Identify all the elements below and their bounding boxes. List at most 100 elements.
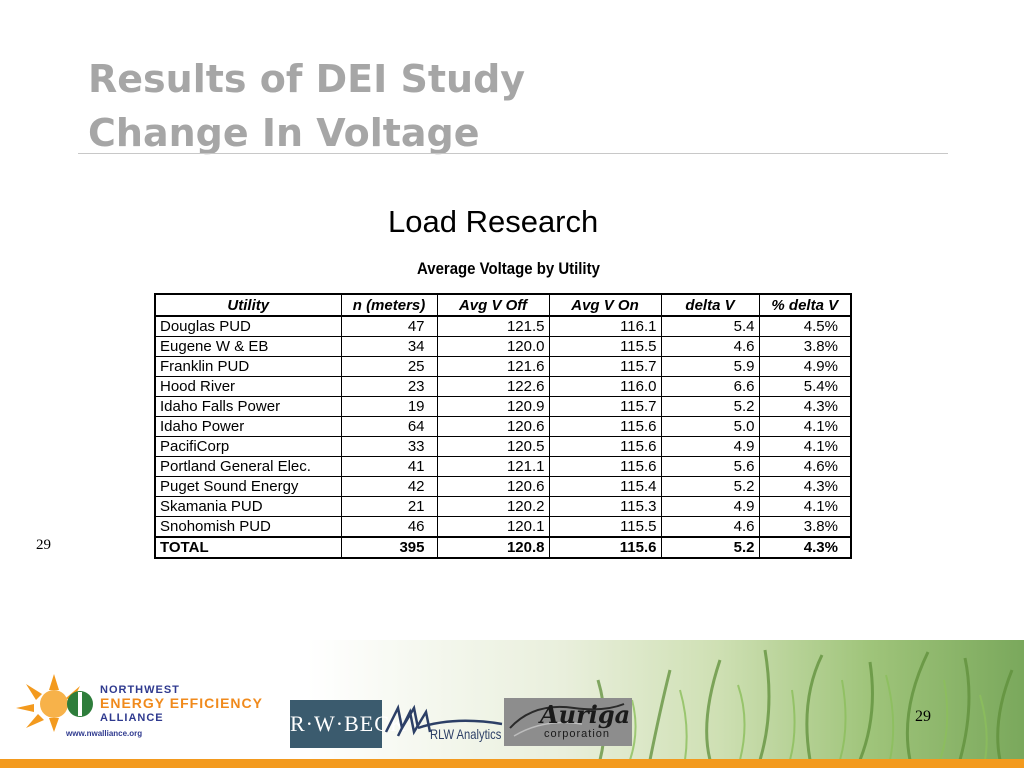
- value-cell: 4.9: [661, 436, 760, 457]
- value-cell: 4.6%: [759, 456, 852, 477]
- table-row: Douglas PUD 47 121.5 116.1 5.4 4.5%: [155, 316, 852, 337]
- value-cell: 4.1%: [759, 436, 852, 457]
- table-row: Eugene W & EB 34 120.0 115.5 4.6 3.8%: [155, 336, 852, 357]
- value-cell: 115.7: [549, 396, 662, 417]
- rlw-analytics-logo-icon: [384, 704, 503, 737]
- utility-cell: PacifiCorp: [155, 436, 342, 457]
- value-cell: 4.5%: [759, 316, 852, 337]
- value-cell: 4.9%: [759, 356, 852, 377]
- utility-cell: TOTAL: [155, 536, 342, 559]
- slide-title: Results of DEI Study Change In Voltage: [88, 52, 525, 160]
- value-cell: 115.6: [549, 536, 662, 559]
- value-cell: 33: [341, 436, 438, 457]
- value-cell: 115.7: [549, 356, 662, 377]
- value-cell: 121.6: [437, 356, 550, 377]
- table-row: Franklin PUD 25 121.6 115.7 5.9 4.9%: [155, 356, 852, 377]
- value-cell: 41: [341, 456, 438, 477]
- table-header-row: Utility n (meters) Avg V Off Avg V On de…: [155, 294, 852, 317]
- neea-line-3: ALLIANCE: [100, 712, 164, 724]
- value-cell: 120.9: [437, 396, 550, 417]
- table-row: Skamania PUD 21 120.2 115.3 4.9 4.1%: [155, 496, 852, 517]
- side-slide-number: 29: [36, 537, 51, 553]
- value-cell: 3.8%: [759, 336, 852, 357]
- utility-cell: Portland General Elec.: [155, 456, 342, 477]
- value-cell: 6.6: [661, 376, 760, 397]
- value-cell: 120.2: [437, 496, 550, 517]
- utility-cell: Douglas PUD: [155, 316, 342, 337]
- value-cell: 120.0: [437, 336, 550, 357]
- title-line-2: Change In Voltage: [88, 111, 480, 155]
- column-header: Avg V On: [549, 294, 662, 317]
- column-header: % delta V: [759, 294, 852, 317]
- value-cell: 4.6: [661, 336, 760, 357]
- value-cell: 47: [341, 316, 438, 337]
- auriga-logo: Auriga corporation: [504, 698, 632, 746]
- value-cell: 4.9: [661, 496, 760, 517]
- value-cell: 115.6: [549, 456, 662, 477]
- value-cell: 34: [341, 336, 438, 357]
- neea-url: www.nwalliance.org: [66, 729, 143, 738]
- column-header: Avg V Off: [437, 294, 550, 317]
- utility-cell: Idaho Power: [155, 416, 342, 437]
- slide-subtitle: Load Research: [388, 204, 599, 239]
- value-cell: 5.4%: [759, 376, 852, 397]
- grass-image: [596, 649, 1014, 760]
- value-cell: 115.5: [549, 516, 662, 538]
- utility-cell: Idaho Falls Power: [155, 396, 342, 417]
- value-cell: 115.5: [549, 336, 662, 357]
- utility-cell: Snohomish PUD: [155, 516, 342, 538]
- value-cell: 19: [341, 396, 438, 417]
- value-cell: 5.2: [661, 536, 760, 559]
- table-caption: Average Voltage by Utility: [417, 259, 600, 278]
- table-row: Snohomish PUD 46 120.1 115.5 4.6 3.8%: [155, 516, 852, 538]
- rwbeck-logo: R·W·BECK: [290, 700, 406, 748]
- total-row: TOTAL 395 120.8 115.6 5.2 4.3%: [155, 536, 852, 559]
- column-header: Utility: [155, 294, 342, 317]
- value-cell: 116.1: [549, 316, 662, 337]
- value-cell: 23: [341, 376, 438, 397]
- value-cell: 5.2: [661, 476, 760, 497]
- auriga-corporation: corporation: [544, 728, 611, 740]
- value-cell: 120.1: [437, 516, 550, 538]
- title-line-1: Results of DEI Study: [88, 57, 526, 101]
- utility-cell: Franklin PUD: [155, 356, 342, 377]
- utility-cell: Puget Sound Energy: [155, 476, 342, 497]
- value-cell: 21: [341, 496, 438, 517]
- value-cell: 42: [341, 476, 438, 497]
- column-header: delta V: [661, 294, 760, 317]
- value-cell: 122.6: [437, 376, 550, 397]
- utility-cell: Skamania PUD: [155, 496, 342, 517]
- value-cell: 115.3: [549, 496, 662, 517]
- page-number: 29: [915, 708, 931, 725]
- utility-cell: Eugene W & EB: [155, 336, 342, 357]
- value-cell: 115.6: [549, 436, 662, 457]
- value-cell: 120.5: [437, 436, 550, 457]
- value-cell: 120.8: [437, 536, 550, 559]
- table-body: Douglas PUD 47 121.5 116.1 5.4 4.5% Eugene W &…: [155, 316, 852, 559]
- value-cell: 4.3%: [759, 476, 852, 497]
- neea-logo-text: NORTHWEST ENERGY EFFICIENCY ALLIANCE: [100, 683, 263, 724]
- value-cell: 25: [341, 356, 438, 377]
- value-cell: 46: [341, 516, 438, 538]
- neea-line-1: NORTHWEST: [100, 684, 180, 696]
- neea-sun-logo-icon: [16, 674, 93, 732]
- value-cell: 4.3%: [759, 396, 852, 417]
- column-header: n (meters): [341, 294, 438, 317]
- value-cell: 4.6: [661, 516, 760, 538]
- table-row: Idaho Falls Power 19 120.9 115.7 5.2 4.3%: [155, 396, 852, 417]
- value-cell: 5.4: [661, 316, 760, 337]
- value-cell: 3.8%: [759, 516, 852, 538]
- utility-cell: Hood River: [155, 376, 342, 397]
- auriga-swirl-icon: [509, 703, 625, 737]
- value-cell: 120.6: [437, 416, 550, 437]
- voltage-table: Utility n (meters) Avg V Off Avg V On de…: [154, 293, 852, 559]
- value-cell: 4.1%: [759, 496, 852, 517]
- value-cell: 4.3%: [759, 536, 852, 559]
- value-cell: 5.9: [661, 356, 760, 377]
- value-cell: 5.0: [661, 416, 760, 437]
- value-cell: 5.2: [661, 396, 760, 417]
- value-cell: 64: [341, 416, 438, 437]
- value-cell: 120.6: [437, 476, 550, 497]
- table-row: Hood River 23 122.6 116.0 6.6 5.4%: [155, 376, 852, 397]
- value-cell: 115.4: [549, 476, 662, 497]
